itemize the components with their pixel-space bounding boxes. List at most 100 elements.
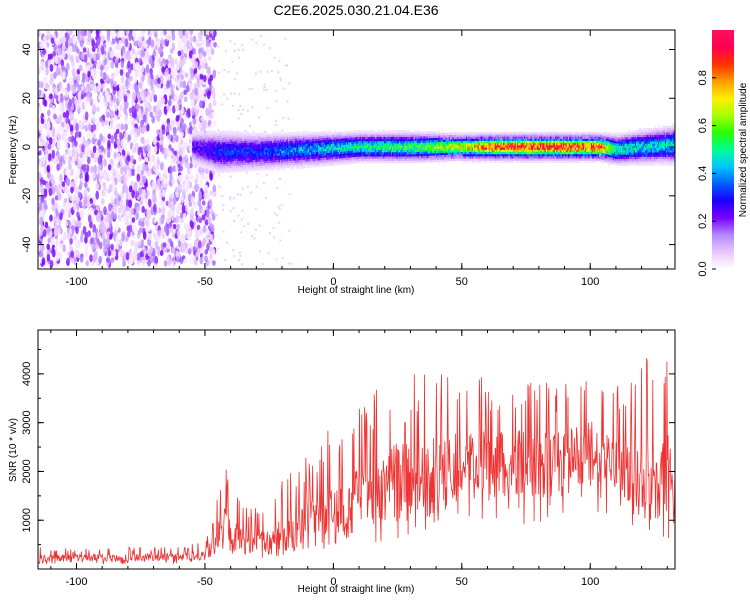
heatmap-cell — [166, 217, 170, 225]
heatmap-cell — [72, 202, 77, 211]
heatmap-cell — [213, 41, 217, 48]
heatmap-cell — [167, 87, 172, 96]
heatmap-cell — [129, 75, 133, 82]
heatmap-cell — [94, 243, 99, 250]
heatmap-cell — [70, 54, 74, 63]
heatmap-cell — [222, 204, 225, 207]
heatmap-cell — [176, 256, 180, 263]
heatmap-cell — [66, 257, 70, 267]
heatmap-cell — [40, 209, 44, 218]
heatmap-cell — [181, 204, 186, 214]
heatmap-cell — [103, 172, 107, 181]
heatmap-cell — [172, 165, 176, 173]
heatmap-cell — [166, 105, 170, 111]
heatmap-cell — [68, 228, 73, 236]
heatmap-cell — [199, 256, 204, 265]
heatmap-cell — [201, 207, 205, 216]
heatmap-cell — [107, 164, 112, 171]
heatmap-cell — [249, 125, 252, 127]
heatmap-cell — [130, 129, 134, 136]
heatmap-cell — [92, 253, 96, 263]
heatmap-cell — [156, 159, 161, 166]
heatmap-cell — [273, 236, 276, 239]
heatmap-cell — [222, 208, 224, 211]
heatmap-cell — [71, 60, 75, 68]
heatmap-cell — [198, 79, 203, 87]
heatmap-cell — [140, 64, 145, 73]
heatmap-cell — [245, 171, 248, 174]
heatmap-cell — [222, 170, 224, 173]
heatmap-cell — [165, 30, 170, 34]
heatmap-cell — [65, 220, 69, 227]
heatmap-cell — [275, 258, 278, 261]
heatmap-cell — [189, 35, 193, 43]
heatmap-cell — [113, 132, 118, 140]
heatmap-cell — [113, 152, 118, 159]
heatmap-cell — [62, 71, 66, 81]
heatmap-cell — [218, 174, 221, 177]
heatmap-cell — [188, 242, 193, 249]
heatmap-cell — [268, 47, 271, 50]
heatmap-cell — [112, 94, 116, 104]
heatmap-cell — [83, 189, 88, 196]
heatmap-cell — [193, 239, 198, 248]
heatmap-cell — [99, 170, 104, 177]
heatmap-cell — [280, 204, 283, 207]
heatmap-cell — [83, 194, 88, 204]
heatmap-cell — [281, 257, 284, 260]
heatmap-cell — [57, 192, 62, 201]
heatmap-cell — [64, 142, 69, 151]
heatmap-cell — [155, 37, 159, 43]
heatmap-cell — [78, 121, 83, 127]
heatmap-cell — [232, 104, 234, 107]
heatmap-cell — [56, 35, 61, 45]
heatmap-cell — [188, 230, 193, 238]
heatmap-cell — [131, 145, 136, 154]
heatmap-cell — [217, 129, 220, 132]
heatmap-cell — [114, 57, 118, 64]
heatmap-cell — [76, 220, 80, 228]
heatmap-cell — [134, 142, 139, 150]
heatmap-cell — [40, 118, 45, 125]
heatmap-cell — [201, 246, 205, 255]
heatmap-cell — [116, 30, 120, 39]
heatmap-cell — [100, 78, 104, 84]
heatmap-cell — [103, 189, 107, 197]
heatmap-cell — [120, 138, 124, 147]
heatmap-cell — [69, 110, 74, 119]
heatmap-cell — [182, 242, 186, 252]
heatmap-cell — [97, 156, 102, 165]
heatmap-cell — [140, 30, 144, 38]
heatmap-cell — [131, 168, 136, 177]
heatmap-cell — [188, 201, 193, 207]
heatmap-cell — [133, 76, 137, 83]
heatmap-cell — [72, 36, 76, 45]
heatmap-cell — [174, 103, 179, 111]
heatmap-cell — [122, 184, 126, 194]
heatmap-cell — [237, 48, 240, 51]
heatmap-cell — [44, 82, 48, 90]
heatmap-cell — [276, 214, 279, 217]
heatmap-cell — [133, 127, 138, 134]
heatmap-cell — [117, 207, 122, 214]
heatmap-cell — [105, 221, 110, 230]
heatmap-cell — [49, 214, 53, 222]
heatmap-cell — [233, 49, 236, 52]
heatmap-cell — [180, 194, 185, 204]
heatmap-cell — [43, 133, 47, 140]
heatmap-cell — [278, 207, 281, 210]
heatmap-cell — [58, 114, 62, 124]
heatmap-cell — [69, 194, 73, 202]
heatmap-cell — [46, 164, 51, 173]
heatmap-cell — [66, 62, 70, 71]
heatmap-cell — [209, 246, 213, 253]
heatmap-cell — [74, 140, 78, 147]
heatmap-cell — [176, 121, 181, 128]
heatmap-cell — [279, 77, 282, 80]
heatmap-cell — [242, 48, 245, 51]
heatmap-cell — [67, 148, 72, 157]
heatmap-cell — [212, 184, 217, 193]
heatmap-cell — [191, 107, 195, 116]
heatmap-cell — [43, 188, 48, 198]
heatmap-cell — [127, 53, 131, 62]
